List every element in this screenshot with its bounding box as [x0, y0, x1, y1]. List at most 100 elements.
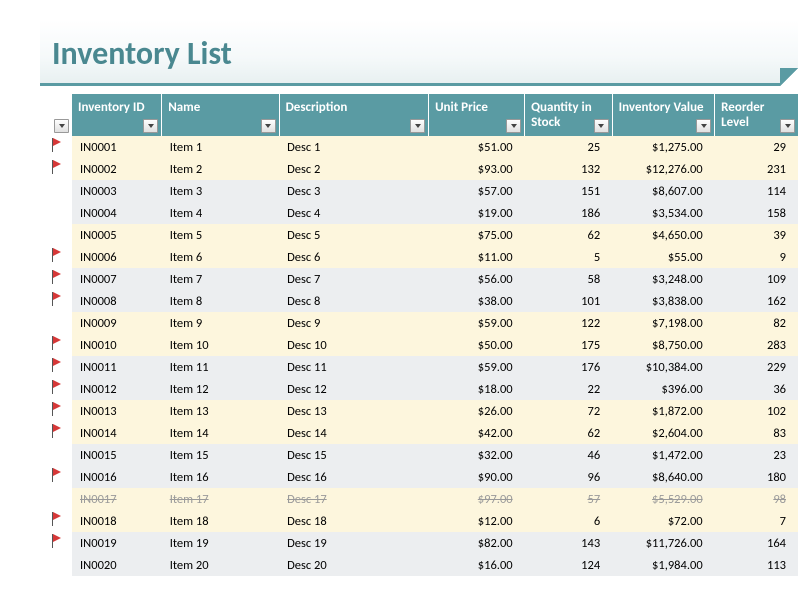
cell-id: IN0018	[72, 510, 162, 532]
header-label: Inventory Value	[619, 100, 704, 115]
cell-price: $59.00	[429, 312, 525, 334]
filter-button-flag[interactable]	[54, 119, 69, 133]
cell-value: $8,607.00	[612, 180, 714, 202]
cell-price: $12.00	[429, 510, 525, 532]
cell-value: $8,640.00	[612, 466, 714, 488]
flag-cell	[40, 180, 72, 202]
header-row: Inventory ID Name Description Unit Price…	[40, 94, 798, 136]
filter-button-id[interactable]	[143, 119, 158, 133]
cell-desc: Desc 1	[279, 136, 428, 158]
table-row[interactable]: IN0005Item 5Desc 5$75.0062$4,650.0039	[40, 224, 798, 246]
flag-icon	[50, 270, 63, 284]
cell-name: Item 6	[162, 246, 279, 268]
table-row[interactable]: IN0016Item 16Desc 16$90.0096$8,640.00180	[40, 466, 798, 488]
cell-qty: 176	[525, 356, 613, 378]
header-flag	[40, 94, 72, 136]
flag-cell	[40, 510, 72, 532]
table-row[interactable]: IN0007Item 7Desc 7$56.0058$3,248.00109	[40, 268, 798, 290]
table-row[interactable]: IN0010Item 10Desc 10$50.00175$8,750.0028…	[40, 334, 798, 356]
cell-reorder: 229	[715, 356, 798, 378]
filter-button-reorder[interactable]	[780, 119, 795, 133]
cell-name: Item 9	[162, 312, 279, 334]
cell-qty: 6	[525, 510, 613, 532]
cell-reorder: 9	[715, 246, 798, 268]
cell-desc: Desc 20	[279, 554, 428, 576]
cell-price: $38.00	[429, 290, 525, 312]
filter-button-qty[interactable]	[594, 119, 609, 133]
cell-id: IN0016	[72, 466, 162, 488]
table-row[interactable]: IN0001Item 1Desc 1$51.0025$1,275.0029	[40, 136, 798, 158]
table-row[interactable]: IN0011Item 11Desc 11$59.00176$10,384.002…	[40, 356, 798, 378]
cell-name: Item 13	[162, 400, 279, 422]
flag-icon	[50, 138, 63, 152]
cell-qty: 62	[525, 422, 613, 444]
cell-qty: 57	[525, 488, 613, 510]
inventory-table: Inventory ID Name Description Unit Price…	[40, 94, 798, 576]
table-row[interactable]: IN0015Item 15Desc 15$32.0046$1,472.0023	[40, 444, 798, 466]
table-row[interactable]: IN0013Item 13Desc 13$26.0072$1,872.00102	[40, 400, 798, 422]
filter-button-price[interactable]	[506, 119, 521, 133]
cell-value: $72.00	[612, 510, 714, 532]
cell-desc: Desc 11	[279, 356, 428, 378]
table-row[interactable]: IN0018Item 18Desc 18$12.006$72.007	[40, 510, 798, 532]
cell-qty: 58	[525, 268, 613, 290]
cell-value: $1,984.00	[612, 554, 714, 576]
table-row[interactable]: IN0014Item 14Desc 14$42.0062$2,604.0083	[40, 422, 798, 444]
cell-name: Item 17	[162, 488, 279, 510]
cell-id: IN0012	[72, 378, 162, 400]
cell-desc: Desc 16	[279, 466, 428, 488]
table-row[interactable]: IN0008Item 8Desc 8$38.00101$3,838.00162	[40, 290, 798, 312]
table-row[interactable]: IN0003Item 3Desc 3$57.00151$8,607.00114	[40, 180, 798, 202]
cell-qty: 101	[525, 290, 613, 312]
cell-name: Item 14	[162, 422, 279, 444]
cell-desc: Desc 15	[279, 444, 428, 466]
cell-name: Item 2	[162, 158, 279, 180]
cell-price: $18.00	[429, 378, 525, 400]
filter-button-desc[interactable]	[410, 119, 425, 133]
table-row[interactable]: IN0004Item 4Desc 4$19.00186$3,534.00158	[40, 202, 798, 224]
table-row[interactable]: IN0012Item 12Desc 12$18.0022$396.0036	[40, 378, 798, 400]
flag-cell	[40, 202, 72, 224]
flag-cell	[40, 290, 72, 312]
cell-desc: Desc 19	[279, 532, 428, 554]
flag-cell	[40, 334, 72, 356]
cell-desc: Desc 18	[279, 510, 428, 532]
cell-reorder: 114	[715, 180, 798, 202]
cell-reorder: 83	[715, 422, 798, 444]
cell-reorder: 162	[715, 290, 798, 312]
cell-price: $51.00	[429, 136, 525, 158]
table-row[interactable]: IN0006Item 6Desc 6$11.005$55.009	[40, 246, 798, 268]
cell-price: $56.00	[429, 268, 525, 290]
table-row[interactable]: IN0009Item 9Desc 9$59.00122$7,198.0082	[40, 312, 798, 334]
table-row[interactable]: IN0017Item 17Desc 17$97.0057$5,529.0098	[40, 488, 798, 510]
filter-button-value[interactable]	[696, 119, 711, 133]
cell-desc: Desc 10	[279, 334, 428, 356]
cell-desc: Desc 8	[279, 290, 428, 312]
cell-id: IN0017	[72, 488, 162, 510]
cell-value: $11,726.00	[612, 532, 714, 554]
cell-reorder: 109	[715, 268, 798, 290]
cell-id: IN0003	[72, 180, 162, 202]
cell-desc: Desc 14	[279, 422, 428, 444]
table-row[interactable]: IN0019Item 19Desc 19$82.00143$11,726.001…	[40, 532, 798, 554]
cell-reorder: 158	[715, 202, 798, 224]
flag-icon	[50, 358, 63, 372]
table-row[interactable]: IN0020Item 20Desc 20$16.00124$1,984.0011…	[40, 554, 798, 576]
cell-desc: Desc 13	[279, 400, 428, 422]
header-label: Quantity in Stock	[531, 100, 592, 130]
cell-id: IN0020	[72, 554, 162, 576]
header-label: Reorder Level	[721, 100, 764, 130]
cell-value: $10,384.00	[612, 356, 714, 378]
flag-cell	[40, 532, 72, 554]
cell-qty: 46	[525, 444, 613, 466]
cell-desc: Desc 12	[279, 378, 428, 400]
flag-icon	[50, 512, 63, 526]
table-body: IN0001Item 1Desc 1$51.0025$1,275.0029IN0…	[40, 136, 798, 576]
cell-reorder: 29	[715, 136, 798, 158]
header-label: Name	[168, 100, 200, 115]
header-label: Inventory ID	[78, 100, 145, 115]
cell-price: $75.00	[429, 224, 525, 246]
table-row[interactable]: IN0002Item 2Desc 2$93.00132$12,276.00231	[40, 158, 798, 180]
cell-qty: 132	[525, 158, 613, 180]
filter-button-name[interactable]	[261, 119, 276, 133]
